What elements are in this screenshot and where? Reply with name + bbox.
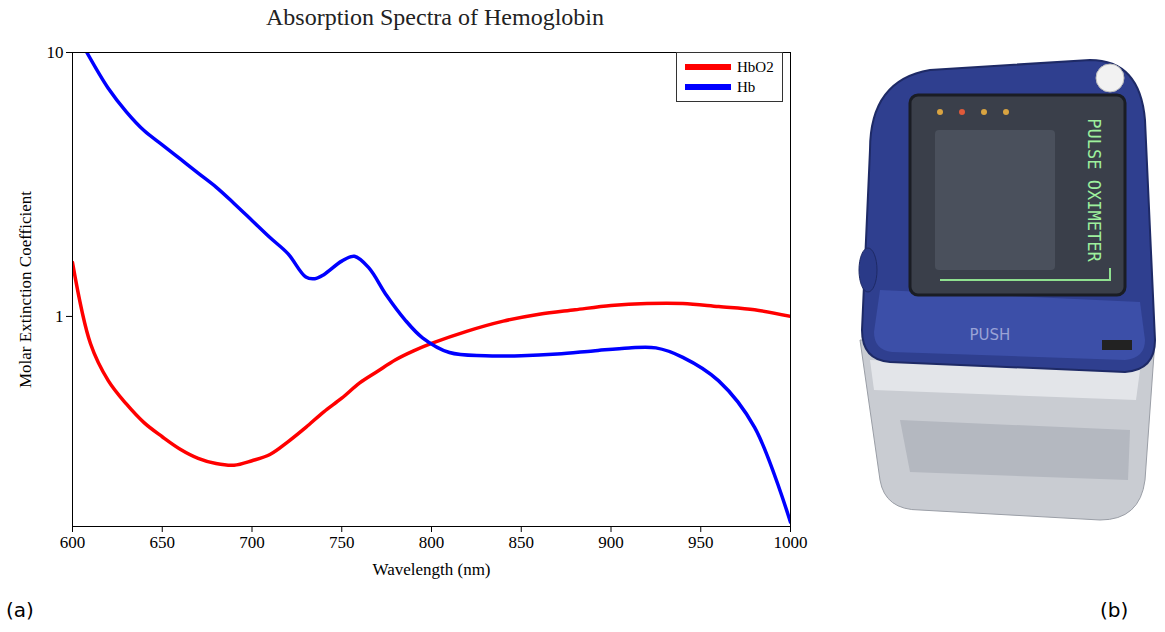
html-text:HbO2: HbO2: [737, 58, 774, 75]
svg-text:1: 1: [55, 307, 64, 326]
svg-text:PULSE OXIMETER: PULSE OXIMETER: [1084, 118, 1104, 262]
svg-text:900: 900: [598, 533, 624, 552]
svg-text:Molar Extinction Coefficient: Molar Extinction Coefficient: [16, 191, 35, 388]
svg-text:950: 950: [688, 533, 714, 552]
svg-text:750: 750: [329, 533, 355, 552]
svg-text:PUSH: PUSH: [970, 326, 1011, 344]
svg-text:800: 800: [419, 533, 445, 552]
svg-text:650: 650: [150, 533, 176, 552]
html-text:Hb: Hb: [737, 78, 756, 95]
svg-text:600: 600: [60, 533, 86, 552]
svg-text:700: 700: [239, 533, 265, 552]
html-text:(a): (a): [6, 598, 34, 622]
html-text:(b): (b): [1100, 598, 1129, 622]
html-text:Absorption Spectra of Hemoglob: Absorption Spectra of Hemoglobin: [266, 4, 604, 30]
svg-text:Wavelength (nm): Wavelength (nm): [372, 560, 490, 579]
svg-text:10: 10: [47, 43, 64, 62]
svg-text:1000: 1000: [774, 533, 808, 552]
svg-text:850: 850: [509, 533, 535, 552]
